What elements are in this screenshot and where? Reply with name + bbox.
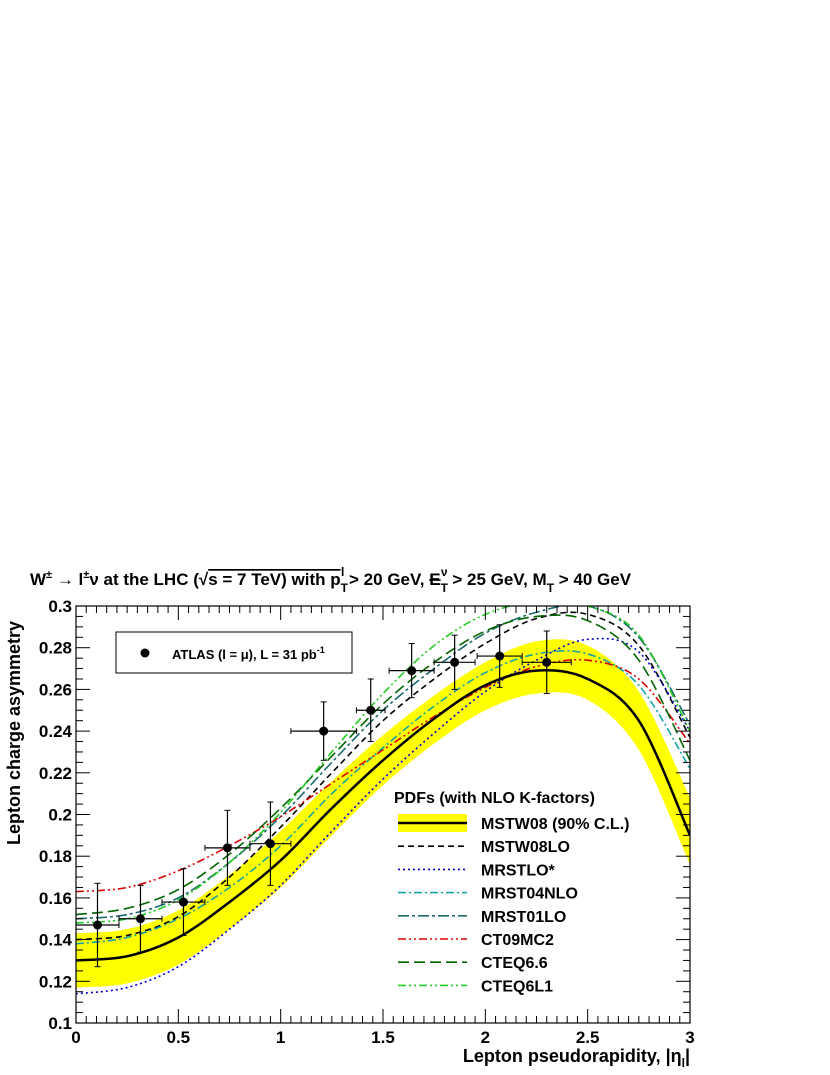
x-tick-label: 1.5 bbox=[371, 1028, 395, 1047]
data-point bbox=[290, 701, 357, 761]
legend-data: ATLAS (l = μ), L = 31 pb-1 bbox=[115, 631, 353, 674]
series-line-cteq6l1 bbox=[76, 606, 690, 924]
y-tick-label: 0.2 bbox=[48, 806, 72, 825]
data-point bbox=[204, 809, 251, 886]
chart-title: W± → l±ν at the LHC (√s = 7 TeV) with pT… bbox=[30, 565, 632, 595]
y-tick-label: 0.22 bbox=[39, 764, 72, 783]
series-line-mstw08lo bbox=[76, 611, 690, 941]
legend-pdf-entry: CTEQ6.6 bbox=[398, 955, 548, 972]
x-tick-label: 3 bbox=[685, 1028, 694, 1047]
legend-pdf-label: MRSTLO* bbox=[481, 862, 556, 879]
legend-data-frame bbox=[115, 631, 353, 674]
y-tick-label: 0.1 bbox=[48, 1014, 72, 1033]
data-marker bbox=[542, 657, 552, 667]
legend-data-marker bbox=[140, 648, 150, 658]
data-point bbox=[249, 801, 292, 886]
data-point bbox=[476, 624, 523, 688]
series-line-mrst04nlo bbox=[76, 650, 690, 945]
data-layer bbox=[75, 624, 572, 968]
x-tick-label: 2.5 bbox=[576, 1028, 600, 1047]
legend-pdf-entry: MRST01LO bbox=[398, 909, 566, 926]
data-marker bbox=[366, 705, 376, 715]
y-tick-label: 0.3 bbox=[48, 597, 72, 616]
legend-data-label: ATLAS (l = μ), L = 31 pb-1 bbox=[172, 645, 325, 662]
x-tick-label: 0.5 bbox=[167, 1028, 191, 1047]
data-point bbox=[75, 882, 120, 968]
y-tick-label: 0.28 bbox=[39, 639, 72, 658]
y-tick-label: 0.26 bbox=[39, 680, 72, 699]
series-line-cteq6-6 bbox=[76, 614, 690, 916]
legend-pdf-label: MRST01LO bbox=[481, 909, 566, 926]
legend-pdf-label: CTEQ6L1 bbox=[481, 978, 553, 995]
data-point bbox=[118, 884, 163, 953]
y-axis-label: Lepton charge asymmetry bbox=[4, 621, 24, 845]
legend-pdf-label: MRST04NLO bbox=[481, 886, 578, 903]
y-tick-label: 0.24 bbox=[39, 722, 73, 741]
tick-layer: 0 0.5 1 1.5 2 2.5 3 0.1 0.12 0.14 0.16 0.18 0.2 0.22 0… bbox=[39, 597, 695, 1047]
mstw08-uncertainty-band bbox=[76, 639, 690, 988]
legend-pdf-label: CTEQ6.6 bbox=[481, 955, 548, 972]
x-tick-label: 1 bbox=[276, 1028, 285, 1047]
y-tick-label: 0.12 bbox=[39, 972, 72, 991]
legend-pdf-title: PDFs (with NLO K-factors) bbox=[394, 790, 595, 807]
data-point bbox=[161, 868, 206, 936]
legend-pdf-label: MSTW08 (90% C.L.) bbox=[481, 816, 629, 833]
data-marker bbox=[178, 897, 188, 907]
data-marker bbox=[135, 914, 145, 924]
legend-pdf-entry: MRSTLO* bbox=[398, 862, 556, 879]
band-layer bbox=[76, 639, 690, 988]
legend-pdf-label: CT09MC2 bbox=[481, 932, 554, 949]
data-marker bbox=[92, 920, 102, 930]
data-point bbox=[388, 643, 435, 699]
legend-pdf-label: MSTW08LO bbox=[481, 839, 570, 856]
data-marker bbox=[265, 839, 275, 849]
data-marker bbox=[222, 843, 232, 853]
data-marker bbox=[319, 726, 329, 736]
data-marker bbox=[450, 657, 460, 667]
data-marker bbox=[495, 651, 505, 661]
data-point bbox=[521, 630, 572, 695]
legend-pdf-entry: CTEQ6L1 bbox=[398, 978, 553, 995]
series-line-ct09mc2 bbox=[76, 658, 690, 893]
legend-pdf: PDFs (with NLO K-factors) MSTW08 (90% C.… bbox=[394, 790, 629, 995]
data-point bbox=[355, 678, 386, 743]
x-tick-label: 0 bbox=[71, 1028, 80, 1047]
data-point bbox=[433, 634, 476, 690]
y-tick-label: 0.16 bbox=[39, 889, 72, 908]
legend-pdf-entry: MSTW08 (90% C.L.) bbox=[398, 814, 629, 833]
legend-pdf-entry: MSTW08LO bbox=[398, 839, 570, 856]
legend-pdf-entry: CT09MC2 bbox=[398, 932, 554, 949]
legend-pdf-entry: MRST04NLO bbox=[398, 886, 578, 903]
data-marker bbox=[407, 666, 417, 676]
y-tick-label: 0.18 bbox=[39, 847, 72, 866]
y-tick-label: 0.14 bbox=[39, 931, 73, 950]
series-line-mrstlo bbox=[76, 637, 690, 995]
x-axis-label: Lepton pseudorapidity, |ηl| bbox=[463, 1046, 690, 1070]
x-tick-label: 2 bbox=[481, 1028, 490, 1047]
